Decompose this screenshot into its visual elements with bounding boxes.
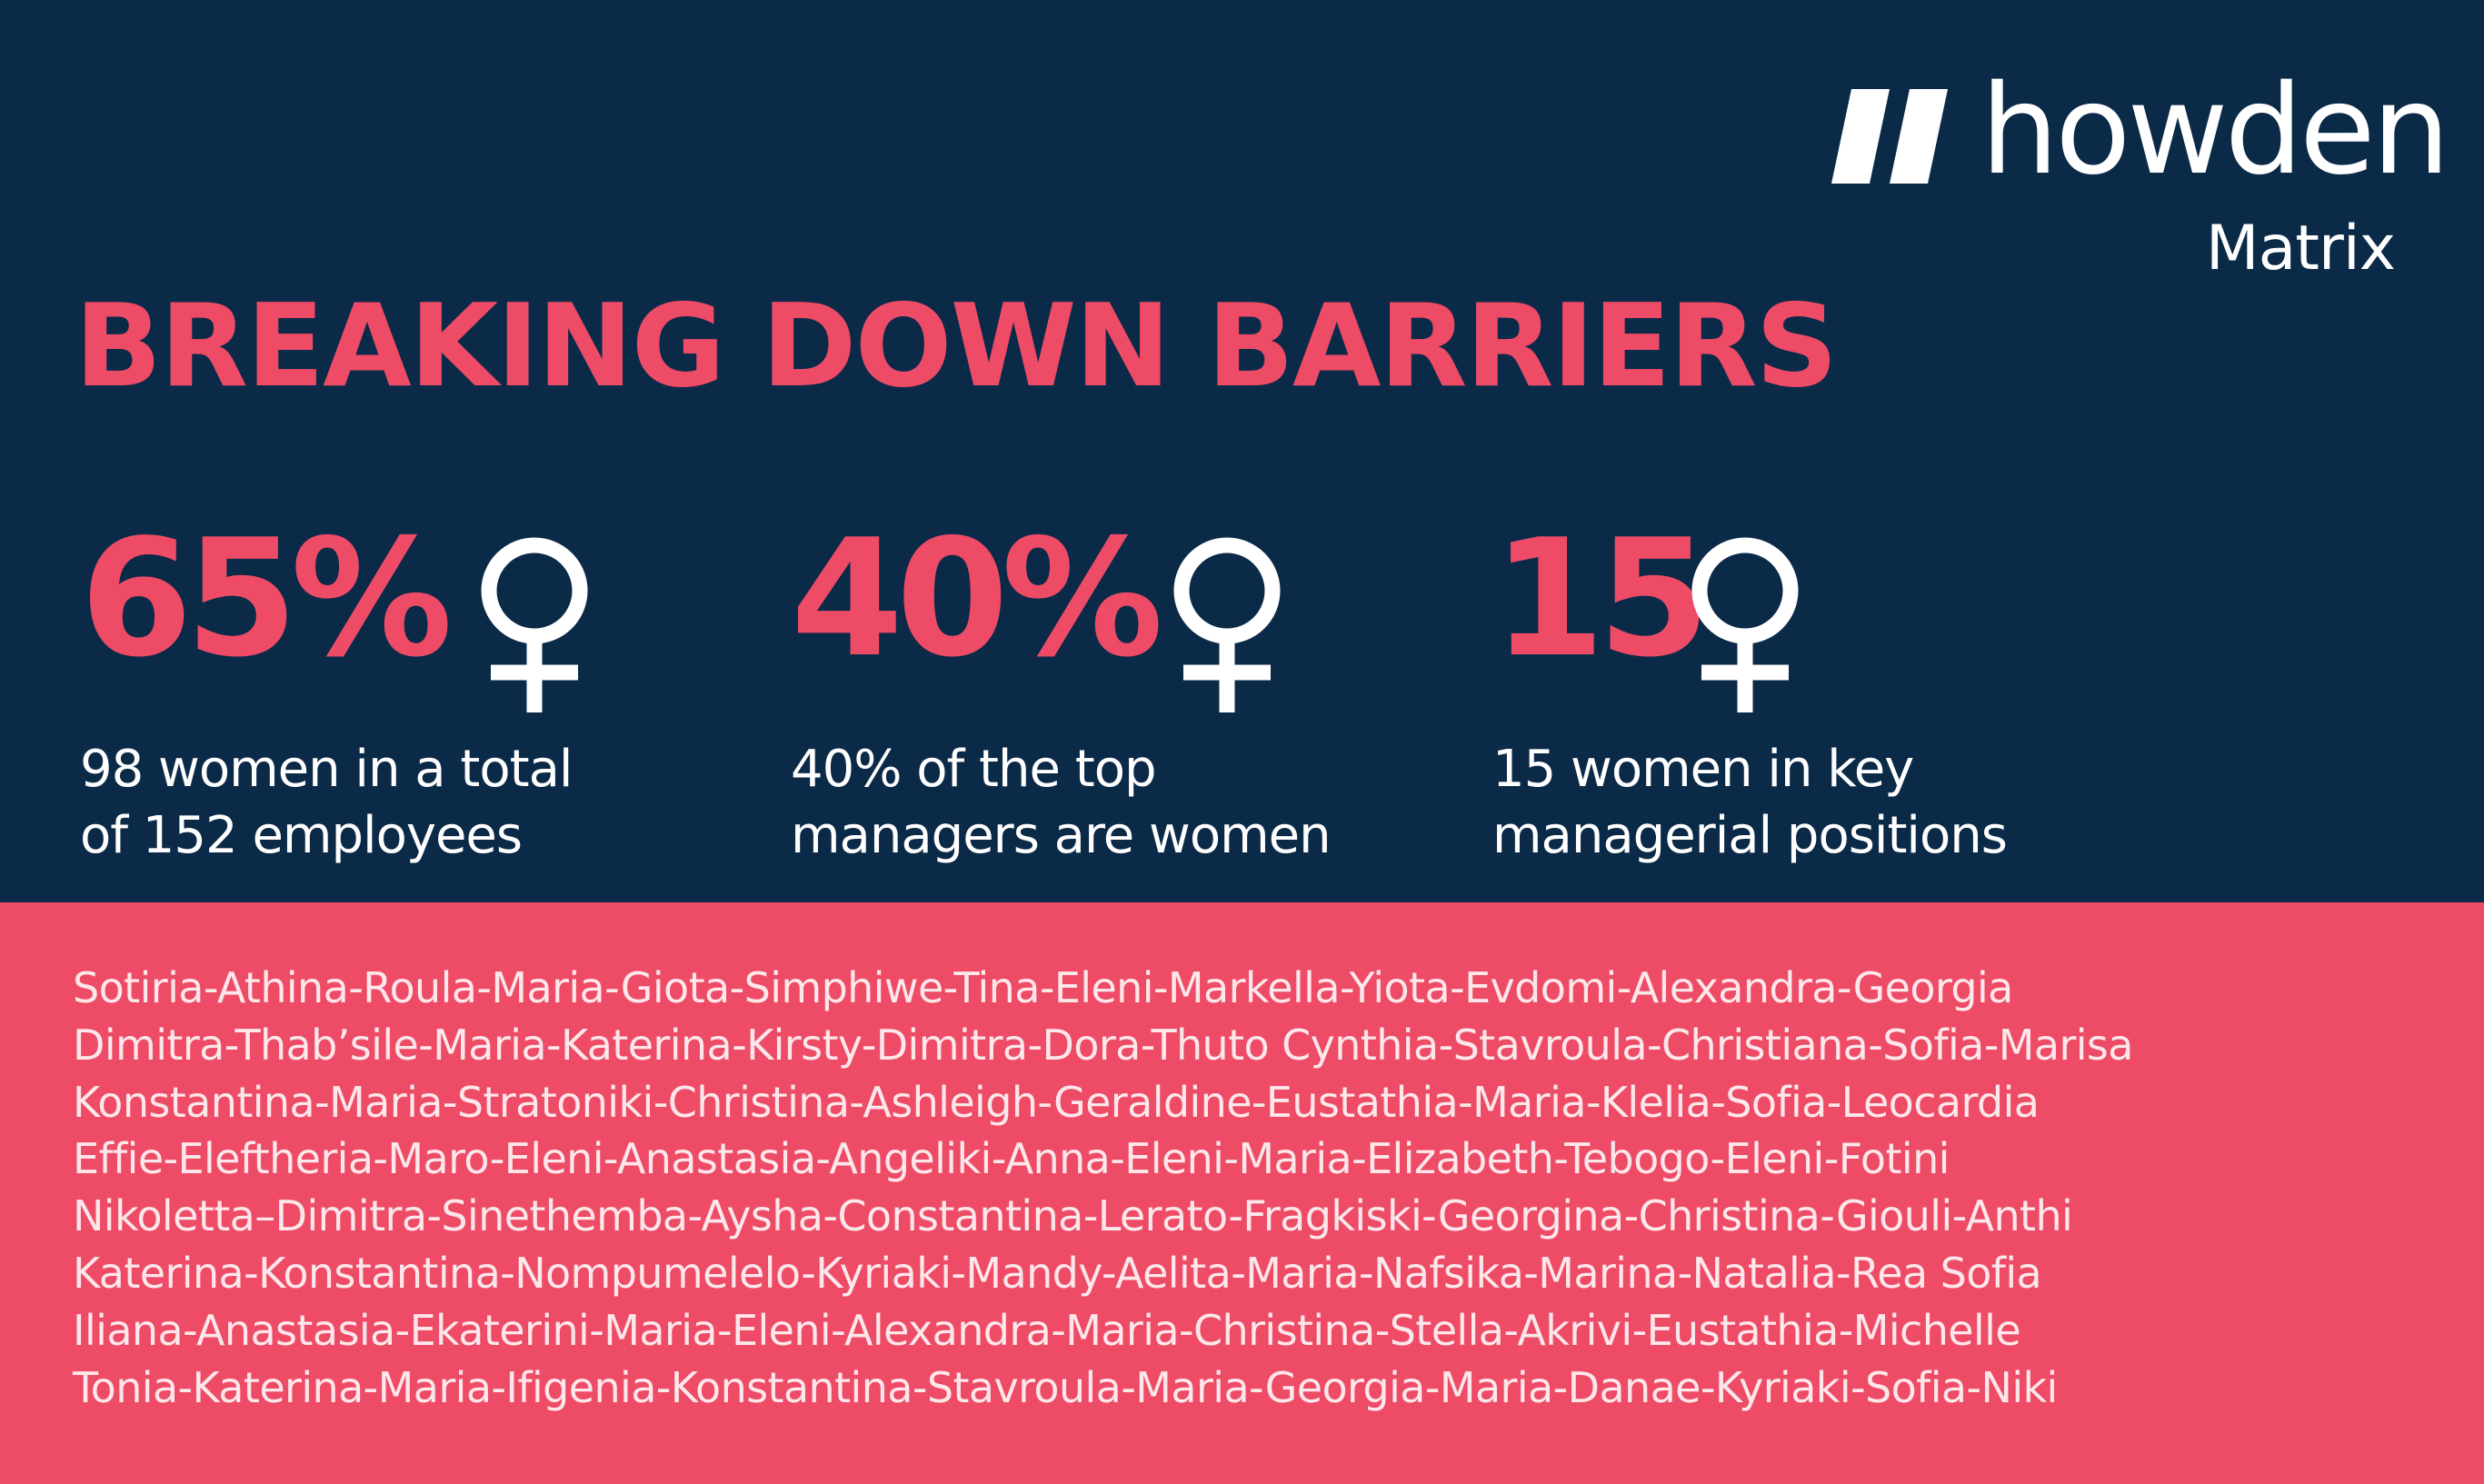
logo-subtitle: Matrix	[2205, 213, 2396, 284]
female-symbol-icon	[1173, 537, 1281, 712]
names-line: Tonia-Katerina-Maria-Ifigenia-Konstantin…	[73, 1362, 2058, 1412]
names-line: Dimitra-Thab’sile-Maria-Katerina-Kirsty-…	[73, 1020, 2133, 1070]
stat-description-line: managerial positions	[1492, 806, 2008, 865]
names-line: Effie-Eleftheria-Maro-Eleni-Anastasia-An…	[73, 1134, 1950, 1184]
stat-description: 98 women in a total of 152 employees	[80, 736, 771, 869]
names-line: Konstantina-Maria-Stratoniki-Christina-A…	[73, 1077, 2040, 1127]
stat-description-line: 40% of the top	[791, 740, 1157, 799]
stat-description-line: 15 women in key	[1492, 740, 1914, 799]
page-title: BREAKING DOWN BARRIERS	[75, 279, 1838, 413]
names-panel	[0, 902, 2484, 1484]
stat-value: 40%	[791, 504, 1163, 692]
names-line: Katerina-Konstantina-Nompumelelo-Kyriaki…	[73, 1248, 2042, 1298]
names-list: Sotiria-Athina-Roula-Maria-Giota-Simphiw…	[73, 960, 2436, 1416]
stat-value: 15	[1492, 504, 1711, 692]
stat-description-line: managers are women	[791, 806, 1332, 865]
stat-description: 40% of the top managers are women	[791, 736, 1481, 869]
howden-logo: howden Matrix	[1831, 69, 2450, 291]
header-panel: howden Matrix BREAKING DOWN BARRIERS 65%…	[75, 69, 2450, 869]
names-line: Nikoletta–Dimitra-Sinethemba-Aysha-Const…	[73, 1191, 2073, 1241]
logo-slashes-icon	[1831, 89, 1948, 184]
names-line: Iliana-Anastasia-Ekaterini-Maria-Eleni-A…	[73, 1305, 2021, 1355]
stat-description-line: of 152 employees	[80, 806, 523, 865]
names-line: Sotiria-Athina-Roula-Maria-Giota-Simphiw…	[73, 963, 2013, 1012]
logo-wordmark: howden	[1980, 59, 2450, 203]
stat-value: 65%	[80, 504, 453, 692]
female-symbol-icon	[481, 537, 588, 712]
stat-description: 15 women in key managerial positions	[1492, 736, 2183, 869]
stat-description-line: 98 women in a total	[80, 740, 573, 799]
female-symbol-icon	[1691, 537, 1799, 712]
